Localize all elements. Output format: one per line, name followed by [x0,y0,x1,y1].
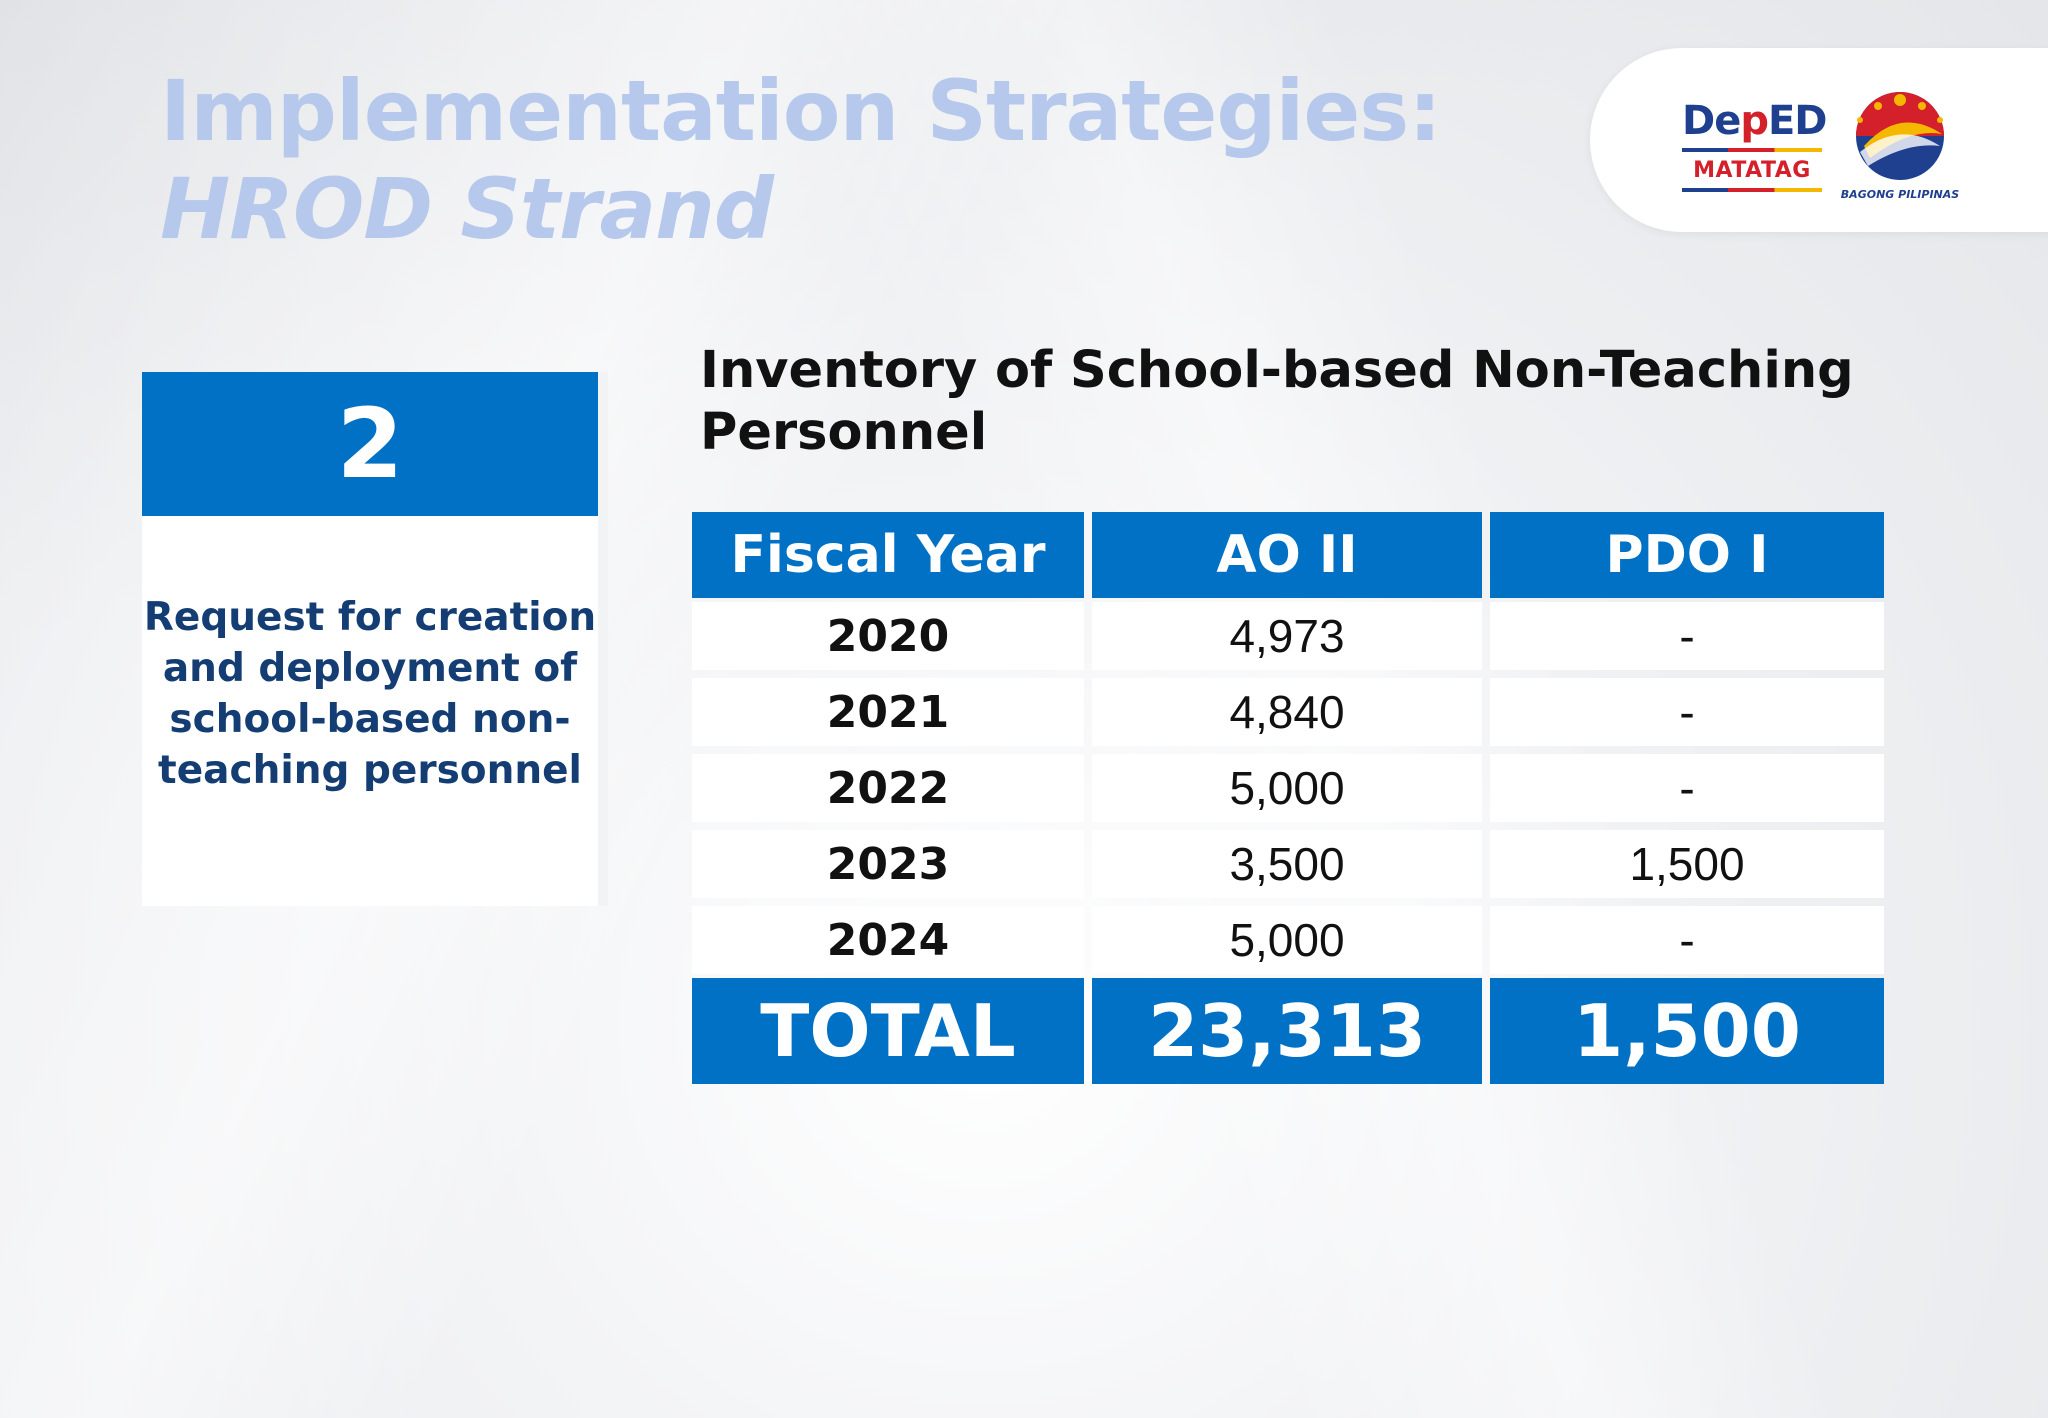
matatag-label: MATATAG [1693,158,1811,183]
cell-ao-ii: 4,973 [1092,602,1482,670]
matatag-stripe [1682,148,1822,152]
strategy-description: Request for creation and deployment of s… [143,595,597,793]
cell-pdo-i: 1,500 [1490,830,1884,898]
cell-ao-ii: 5,000 [1092,906,1482,974]
total-label: TOTAL [692,978,1084,1084]
deped-wordmark: DepED [1682,98,1828,144]
cell-fiscal-year: 2022 [692,754,1084,822]
cell-ao-ii: 3,500 [1092,830,1482,898]
deped-suffix: ED [1767,98,1828,144]
total-pdo-i: 1,500 [1490,978,1884,1084]
cell-pdo-i: - [1490,678,1884,746]
column-header-fiscal-year: Fiscal Year [692,512,1084,598]
bagong-pilipinas-label: BAGONG PILIPINAS [1840,188,1960,201]
cell-fiscal-year: 2023 [692,830,1084,898]
cell-pdo-i: - [1490,754,1884,822]
cell-fiscal-year: 2021 [692,678,1084,746]
cell-fiscal-year: 2020 [692,602,1084,670]
total-ao-ii: 23,313 [1092,978,1482,1084]
bagong-pilipinas-logo: BAGONG PILIPINAS [1830,76,1970,216]
cell-pdo-i: - [1490,602,1884,670]
strategy-card: 2 Request for creation and deployment of… [142,372,598,906]
page-title-line1: Implementation Strategies: [160,62,1442,160]
deped-torch-letter: p [1740,98,1769,144]
deped-logo: DepED MATATAG [1682,98,1828,192]
column-header-ao-ii: AO II [1092,512,1482,598]
page-title-line2: HROD Strand [160,160,774,258]
cell-fiscal-year: 2024 [692,906,1084,974]
table-title: Inventory of School-based Non-Teaching P… [700,341,1854,462]
bagong-pilipinas-seal-icon [1856,92,1944,180]
cell-pdo-i: - [1490,906,1884,974]
page-title: Implementation Strategies: HROD Strand [160,62,1442,258]
logo-banner: DepED MATATAG BAGONG PILIPINAS [1590,48,2048,232]
matatag-stripe-bottom [1682,188,1822,192]
strategy-number: 2 [142,372,598,516]
deped-prefix: De [1682,98,1741,144]
column-header-pdo-i: PDO I [1490,512,1884,598]
cell-ao-ii: 5,000 [1092,754,1482,822]
cell-ao-ii: 4,840 [1092,678,1482,746]
